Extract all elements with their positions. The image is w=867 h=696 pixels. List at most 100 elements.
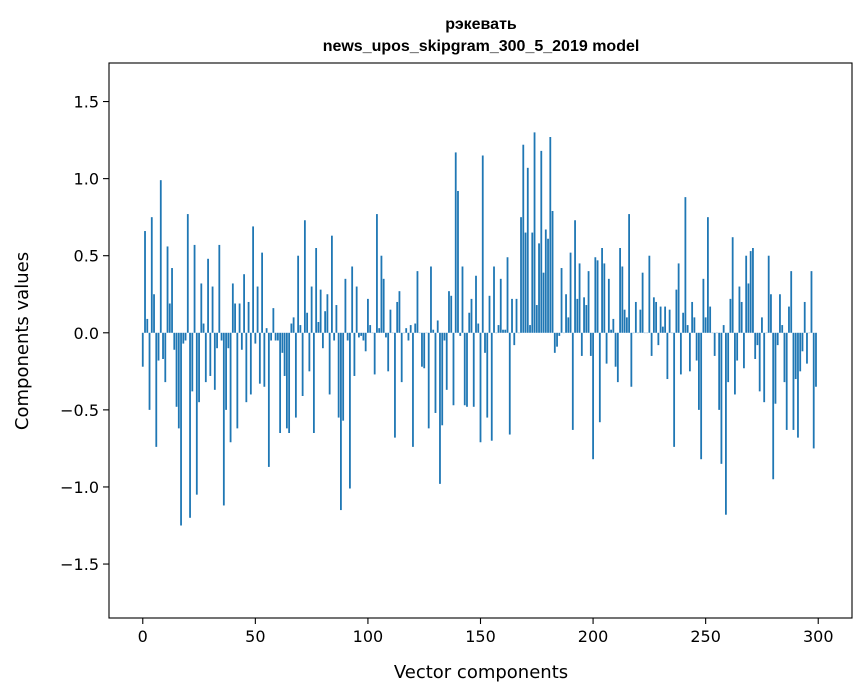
bar	[364, 332, 367, 352]
x-tick-label: 100	[353, 627, 384, 646]
bar	[556, 332, 558, 347]
bar	[657, 332, 660, 346]
bar	[801, 332, 804, 352]
bar	[333, 332, 336, 341]
bar	[475, 275, 477, 333]
bar	[265, 328, 268, 333]
bar	[513, 332, 516, 346]
bar	[781, 325, 784, 333]
bar	[684, 197, 687, 333]
bar	[240, 332, 243, 350]
bar	[718, 332, 721, 410]
bar	[535, 305, 538, 333]
bar	[434, 332, 437, 413]
bar	[254, 332, 257, 344]
bar	[463, 332, 466, 406]
bar	[691, 301, 694, 333]
bar	[502, 329, 504, 333]
bar	[794, 332, 797, 380]
bar	[351, 266, 354, 333]
bar	[520, 217, 522, 333]
bar	[698, 332, 700, 410]
bar	[522, 144, 525, 333]
bar	[272, 308, 275, 333]
bar	[668, 309, 671, 333]
y-tick-label: 1.5	[74, 93, 99, 112]
bar	[358, 332, 360, 338]
bar	[729, 298, 732, 333]
bar	[574, 220, 576, 333]
bar	[243, 274, 245, 333]
bar	[445, 332, 448, 390]
bar	[486, 332, 489, 418]
bar	[754, 332, 757, 359]
bar	[558, 332, 561, 336]
bar	[225, 332, 227, 410]
bar	[767, 255, 770, 333]
bar	[166, 246, 169, 333]
bar	[141, 332, 144, 367]
bar	[783, 332, 786, 383]
bar	[216, 332, 218, 349]
bar	[576, 298, 579, 333]
bar	[315, 248, 318, 333]
bar	[806, 332, 808, 364]
bar	[274, 332, 277, 341]
bar	[673, 332, 676, 447]
bar	[281, 332, 284, 353]
bar	[540, 150, 543, 333]
bar	[547, 238, 549, 333]
bar	[797, 332, 799, 438]
bar	[175, 332, 178, 407]
bar	[432, 329, 435, 333]
bar	[675, 289, 678, 333]
bar	[763, 332, 766, 403]
bar	[189, 332, 191, 518]
bar	[412, 332, 414, 447]
bar	[704, 317, 707, 333]
y-tick-label: −0.5	[60, 401, 99, 420]
bar	[191, 332, 194, 392]
bar	[220, 332, 223, 341]
bar	[625, 317, 628, 333]
bar	[652, 297, 655, 333]
x-tick-label: 150	[465, 627, 496, 646]
bar	[727, 332, 730, 383]
bar	[634, 301, 637, 333]
bar	[290, 323, 293, 333]
bar	[326, 294, 329, 333]
bar	[276, 332, 279, 341]
bar	[479, 332, 482, 443]
bar	[792, 332, 795, 430]
bar	[436, 320, 439, 333]
bar	[799, 332, 802, 372]
bar	[270, 332, 273, 341]
bar	[430, 266, 432, 333]
bar	[531, 232, 534, 333]
bar	[666, 332, 669, 380]
bar	[211, 286, 214, 333]
bar	[173, 332, 176, 350]
bar	[461, 266, 464, 333]
bar	[459, 332, 462, 336]
chart-title-line1: рэкевать	[445, 16, 517, 33]
bar	[457, 190, 459, 333]
bar	[159, 180, 162, 333]
bar	[452, 332, 455, 406]
bar	[394, 332, 396, 438]
bar	[722, 325, 725, 333]
bar	[247, 301, 250, 333]
bar	[752, 248, 754, 333]
y-axis-label: Components values	[12, 252, 33, 430]
bar	[472, 332, 475, 407]
bar	[488, 295, 491, 333]
bar	[299, 325, 302, 333]
bar	[747, 283, 750, 333]
y-tick-label: 0.0	[74, 324, 99, 343]
bar	[515, 298, 518, 333]
bar	[177, 332, 180, 429]
bar	[542, 272, 545, 333]
bar	[252, 226, 254, 333]
bar	[720, 332, 723, 464]
bar	[344, 278, 347, 333]
